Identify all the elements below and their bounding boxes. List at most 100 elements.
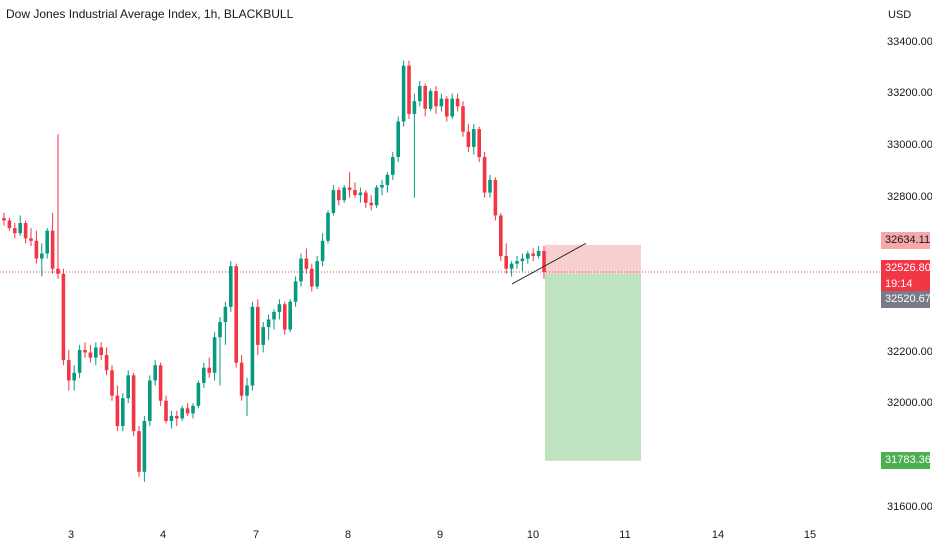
chart-title: Dow Jones Industrial Average Index, 1h, … (6, 7, 294, 21)
candle-body (229, 266, 233, 307)
candle-body (13, 228, 17, 234)
candle-body (126, 375, 130, 399)
price-axis-label: 32800.00 (887, 191, 932, 203)
candle-body (142, 421, 147, 472)
candle-body (493, 179, 498, 216)
candle-body (283, 304, 287, 330)
time-axis-label: 14 (711, 529, 725, 541)
candle-body (18, 223, 22, 234)
take-profit-price-tag: 31783.36 (881, 452, 931, 469)
candle-body (434, 91, 438, 107)
time-axis-label: 7 (252, 529, 260, 541)
trendline (511, 242, 587, 285)
candle-body (337, 190, 341, 201)
candle-body (288, 301, 292, 330)
candle-body (450, 98, 454, 117)
candle-body (331, 190, 336, 213)
candle-body (169, 415, 174, 422)
candle-body (191, 405, 195, 414)
candle-body (131, 375, 136, 432)
candle-body (72, 372, 76, 381)
candle-body (445, 98, 449, 117)
candle-body (212, 337, 217, 373)
candle-body (88, 352, 93, 358)
candle-body (45, 230, 49, 254)
candle-body (428, 91, 433, 109)
candle-body (137, 431, 141, 472)
candle-body (77, 349, 82, 373)
candle-body (380, 184, 384, 188)
candle-body (374, 187, 379, 206)
candle-body (99, 347, 103, 356)
candle-body (342, 187, 346, 201)
candle-body (50, 230, 55, 269)
candle-body (488, 179, 492, 193)
candle-body (164, 400, 168, 422)
candle-body (531, 253, 535, 257)
candle-body (245, 385, 249, 396)
bar-countdown: 19:14 (885, 278, 913, 290)
candle-body (401, 65, 406, 122)
candle-body (315, 261, 319, 287)
candle-body (526, 253, 530, 259)
candle-body (148, 380, 152, 422)
candle-body (304, 258, 309, 269)
candle-body (7, 220, 12, 229)
candle-body (94, 347, 98, 358)
candle-body (207, 367, 211, 373)
candle-body (234, 266, 238, 363)
time-axis-label: 9 (436, 529, 444, 541)
currency-label: USD (888, 9, 912, 21)
candle-body (104, 355, 109, 371)
candle-body (261, 327, 265, 345)
candle-body (185, 408, 190, 414)
candle-body (153, 365, 157, 381)
candle-body (158, 365, 163, 401)
candle-body (364, 192, 368, 203)
candle-body (391, 157, 395, 175)
candle-body (250, 306, 255, 386)
candle-body (83, 349, 87, 353)
candle-body (23, 223, 28, 239)
candle-body (347, 187, 352, 191)
candle-body (121, 398, 125, 427)
candle-body (466, 131, 471, 147)
candle-body (310, 268, 314, 287)
candle-body (272, 311, 276, 320)
candle-body (40, 253, 44, 259)
candle-body (418, 85, 422, 102)
candle-body (369, 202, 373, 206)
candle-body (536, 250, 541, 257)
time-axis-label: 3 (67, 529, 75, 541)
candle-body (67, 360, 71, 381)
take-profit-zone (545, 273, 641, 461)
candle-body (472, 129, 476, 147)
price-axis-label: 32000.00 (887, 397, 932, 409)
candle-body (266, 319, 271, 328)
candle-body (504, 256, 508, 269)
candle-body (482, 157, 487, 193)
candle-body (239, 362, 244, 396)
candle-body (196, 382, 201, 406)
candle-body (358, 192, 363, 196)
candle-body (509, 263, 514, 269)
stop-loss-price-tag: 32634.11 (881, 232, 930, 249)
candle-body (320, 240, 325, 262)
time-axis-label: 8 (344, 529, 352, 541)
price-axis-label: 31600.00 (887, 501, 932, 513)
time-axis-label: 11 (619, 529, 631, 541)
last-price-tag: 32526.80 19:14 (881, 260, 931, 294)
price-axis-label: 33400.00 (887, 36, 932, 48)
candle-body (2, 217, 6, 221)
candle-body (439, 98, 444, 107)
candle-body (515, 261, 519, 264)
time-axis-label: 4 (159, 529, 167, 541)
candle-body (396, 121, 400, 158)
candle-body (34, 240, 39, 259)
candle-body (110, 370, 114, 396)
price-axis-label: 33200.00 (887, 87, 932, 99)
time-axis-label: 15 (803, 529, 817, 541)
price-axis-label: 32200.00 (887, 346, 932, 358)
candle-body (293, 281, 298, 302)
